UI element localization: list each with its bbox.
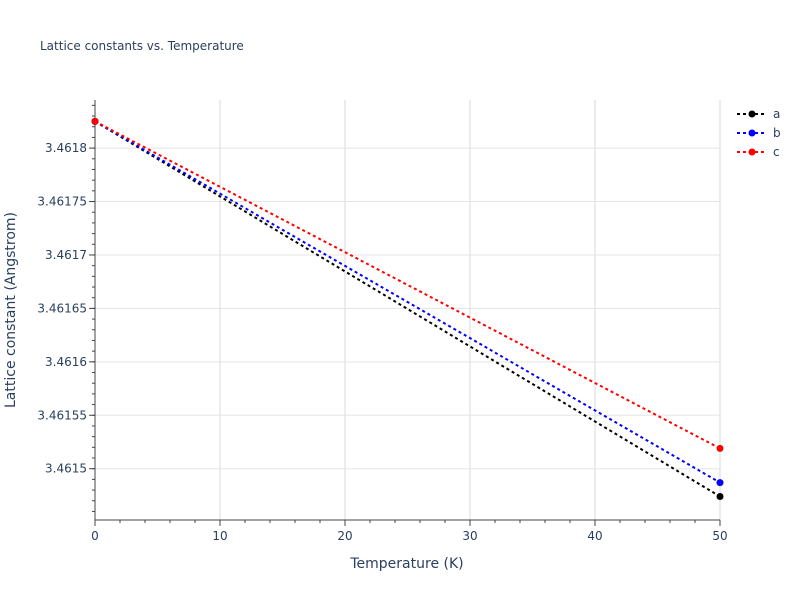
grid [95, 100, 721, 520]
x-tick-label: 40 [587, 529, 602, 543]
x-tick-label: 50 [712, 529, 727, 543]
y-tick-label: 3.4615 [45, 462, 87, 476]
legend-swatch-marker [748, 110, 756, 118]
legend-label: b [773, 126, 781, 140]
legend-swatch-marker [748, 129, 756, 137]
series-line-b [94, 120, 721, 484]
data-point-c [716, 444, 724, 452]
x-tick-label: 0 [91, 529, 99, 543]
x-tick-label: 30 [462, 529, 477, 543]
x-axis-title: Temperature (K) [349, 556, 463, 572]
series-group [91, 117, 724, 500]
data-point-c [91, 117, 99, 125]
chart-title: Lattice constants vs. Temperature [40, 39, 244, 53]
y-tick-label: 3.46155 [37, 408, 87, 422]
legend-swatch-marker [748, 148, 756, 156]
legend-item-a[interactable]: a [737, 107, 780, 121]
x-tick-label: 10 [212, 529, 227, 543]
y-tick-label: 3.4617 [45, 248, 87, 262]
series-line-c [94, 120, 721, 450]
y-tick-label: 3.46165 [37, 301, 87, 315]
legend-label: a [773, 107, 780, 121]
data-point-a [716, 492, 724, 500]
y-axis-title: Lattice constant (Angstrom) [3, 212, 19, 408]
legend-item-c[interactable]: c [737, 145, 780, 159]
data-point-b [716, 479, 724, 487]
legend[interactable]: abc [737, 107, 781, 159]
x-tick-label: 20 [337, 529, 352, 543]
y-tick-label: 3.4618 [45, 141, 87, 155]
y-tick-label: 3.46175 [37, 195, 87, 209]
legend-item-b[interactable]: b [737, 126, 781, 140]
series-line-a [94, 120, 721, 498]
axes: 3.4615 3.46155 3.4616 3.46165 3.4617 3.46175 3… [37, 100, 728, 543]
y-tick-label: 3.4616 [45, 355, 87, 369]
legend-label: c [773, 145, 780, 159]
